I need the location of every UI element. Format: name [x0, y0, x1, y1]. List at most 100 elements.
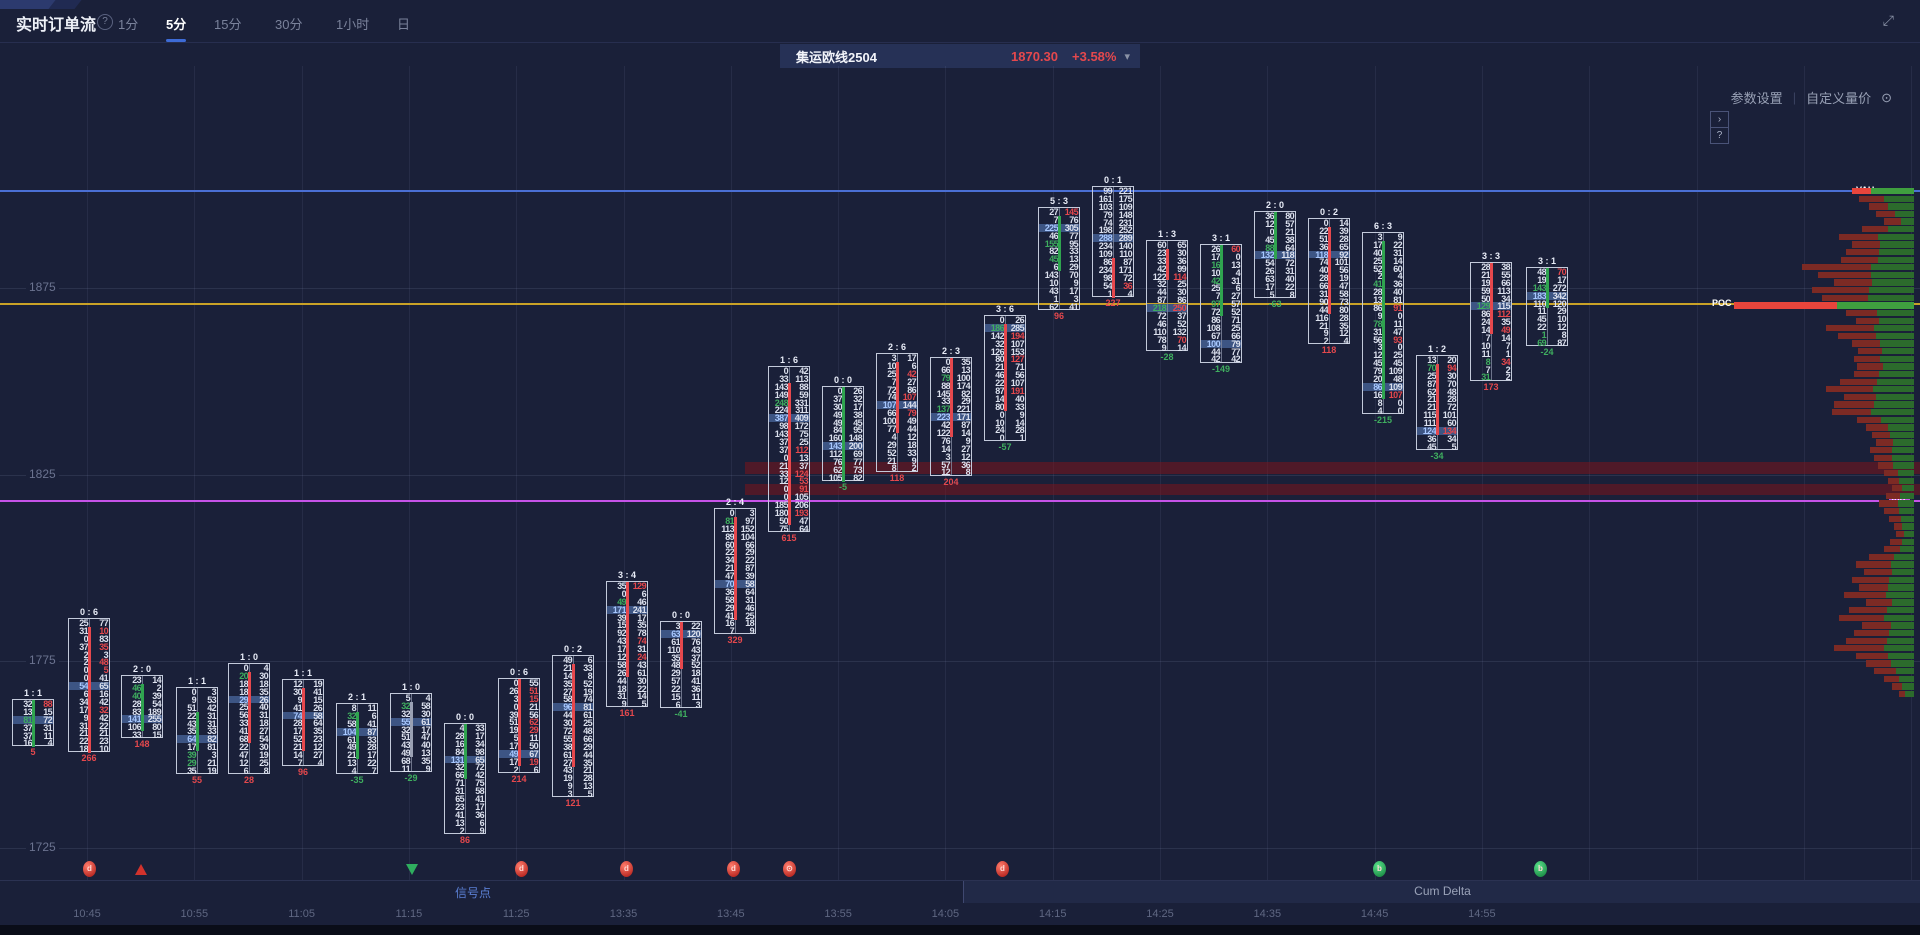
tab-day[interactable]: 日	[397, 17, 411, 32]
footprint-row: 32 17	[391, 725, 431, 734]
ask-volume: 82	[207, 734, 216, 745]
footprint-column[interactable]: 0 : 1 99 221 161 175 103 109 79 148 74 231 198 252 28…	[1092, 175, 1134, 308]
custom-volume-price-button[interactable]: 自定义量价	[1806, 91, 1872, 106]
footprint-row: 24 28	[985, 426, 1025, 435]
footprint-row: 75 64	[769, 524, 809, 533]
footprint-column[interactable]: 3 : 1 26 60 17 0 16 13 10 4 42 31 25 6 7 27 97 57 72 52 86 7…	[1200, 233, 1242, 374]
ask-volume: 87	[1123, 257, 1132, 268]
target-icon[interactable]: ⊙	[1881, 89, 1892, 105]
footprint-column[interactable]: 2 : 6 3 17 10 6 25 42 7 27 72 86 74 107 107 144 66 79 100…	[876, 342, 918, 483]
footprint-row: 4 12	[877, 431, 917, 442]
bid-volume: 78	[1373, 318, 1382, 329]
bid-volume: 52	[293, 734, 302, 745]
settings-button[interactable]: 参数设置	[1730, 91, 1783, 106]
ask-volume: 30	[421, 708, 430, 719]
ask-volume: 11	[43, 730, 53, 741]
signal-sell-icon[interactable]: d	[515, 861, 528, 877]
ask-volume: 40	[421, 740, 430, 751]
footprint-row: 198 252	[1093, 226, 1133, 235]
signal-sell-icon[interactable]: d	[83, 861, 96, 877]
candle-body	[301, 687, 305, 752]
footprint-row: 83 189	[122, 707, 162, 716]
ask-volume: 19	[583, 686, 592, 697]
footprint-column[interactable]: 1 : 1 32 88 13 15 81 72 37 31 37 11 16 4 5	[12, 688, 54, 757]
collapse-icon[interactable]: ⤢	[1882, 12, 1894, 28]
footprint-column[interactable]: 2 : 4 0 3 81 97 113 152 89 104 60 66 22 29 34 22 21 87 47…	[714, 497, 756, 645]
footprint-column[interactable]: 6 : 3 3 9 17 22 40 31 25 14 52 60 2 4 41 36 28 40 13 81 86 9…	[1362, 221, 1404, 425]
footprint-column[interactable]: 1 : 0 5 4 32 58 32 30 55 61 32 17 51 47 43 40 49 13 68 35 1…	[390, 682, 432, 783]
ask-volume: 88	[799, 381, 808, 392]
footprint-column[interactable]: 2 : 1 8 11 32 6 58 41 104 87 61 33 49 28 21 17 13 22 4 7 -3…	[336, 692, 378, 785]
ask-volume: 95	[853, 425, 862, 436]
signal-sell-icon[interactable]: ⊙	[783, 861, 796, 877]
bid-volume: 17	[509, 741, 518, 752]
footprint-column[interactable]: 3 : 3 28 38 21 55 19 66 59 113 50 34 129 115 86 112 24 3…	[1470, 251, 1512, 392]
bid-volume: 41	[239, 726, 248, 737]
footprint-column[interactable]: 1 : 1 12 19 30 41 9 15 41 26 74 58 28 64 17 35 52 23 21 12…	[282, 668, 324, 777]
signal-buy-icon[interactable]: b	[1373, 861, 1386, 877]
footprint-column[interactable]: 2 : 0 36 80 12 57 0 21 45 38 88 64 132 118 54 72 26 31 63…	[1254, 200, 1296, 309]
footprint-column[interactable]: 3 : 4 35 129 0 6 49 46 171 241 39 17 15 35 92 78 43 74 17…	[606, 570, 648, 718]
bid-volume: 5	[1269, 289, 1275, 300]
footprint-row: 74 231	[1093, 218, 1133, 227]
footprint-column[interactable]: 0 : 6 25 77 31 10 0 83 37 35 2 3 2 48 0 5 0 41 54 65 6 16 34 4…	[68, 607, 110, 763]
tab-5min[interactable]: 5分	[166, 14, 187, 42]
footprint-column[interactable]: 0 : 2 49 6 21 33 14 8 35 52 27 19 58 74 96 81 44 61 30 25 7…	[552, 644, 594, 808]
cum-delta-panel[interactable]: Cum Delta	[963, 881, 1920, 903]
footprint-row: 28 64	[283, 719, 323, 728]
footprint-row: 49 38	[823, 410, 863, 419]
bid-volume: 90	[1319, 296, 1328, 307]
footprint-column[interactable]: 2 : 3 0 35 66 13 79 100 88 174 145 82 33 29 137 221 223…	[930, 346, 972, 487]
help-icon[interactable]: ?	[97, 14, 113, 30]
bid-volume: 3	[945, 451, 951, 462]
footprint-column[interactable]: 0 : 0 0 26 37 32 30 17 49 38 49 45 84 95 160 148 143 200…	[822, 375, 864, 492]
symbol-bar[interactable]: 集运欧线2504 1870.30 +3.58% ▾	[780, 44, 1140, 68]
footprint-row: 12 53	[769, 477, 809, 486]
footprint-column[interactable]: 3 : 6 0 26 186 285 142 194 32 107 126 153 80 127 21 71…	[984, 304, 1026, 452]
ask-volume: 56	[1015, 370, 1024, 381]
footprint-column[interactable]: 1 : 1 0 3 9 53 51 42 22 31 43 31 35 33 64 82 17 81 39 3 29 2…	[176, 676, 218, 785]
signal-triangle-up-icon[interactable]	[135, 864, 147, 875]
footprint-column[interactable]: 0 : 0 4 33 28 17 16 34 84 98 131 65 32 72 66 42 71 75 31 5…	[444, 712, 486, 845]
footprint-column[interactable]: 2 : 0 23 14 46 2 40 39 28 54 83 189 141 255 106 80 33 15…	[121, 664, 163, 749]
chevron-down-icon[interactable]: ▾	[1124, 50, 1130, 63]
bid-volume: 44	[563, 710, 572, 721]
profile-bar-sell	[1889, 515, 1901, 522]
ask-volume: 11	[691, 692, 701, 703]
footprint-column[interactable]: 1 : 2 13 20 70 94 25 30 87 70 62 48 21 28 21 72 115 101 1…	[1416, 344, 1458, 461]
column-box: 60 65 23 30 33 36 42 99 122 114 32 25 44 30 87 86 218 250…	[1146, 240, 1188, 352]
ask-volume: 18	[259, 718, 268, 729]
signal-buy-icon[interactable]: b	[1534, 861, 1547, 877]
footprint-row: 16 13	[1201, 260, 1241, 269]
tab-1hour[interactable]: 1小时	[336, 17, 370, 32]
profile-bar-buy	[1890, 431, 1914, 439]
ask-volume: 49	[907, 416, 916, 427]
tab-1min[interactable]: 1分	[118, 17, 139, 32]
footprint-row: 0 21	[499, 702, 539, 711]
tab-15min[interactable]: 15分	[214, 17, 242, 32]
ask-volume: 0	[1397, 397, 1403, 408]
footprint-column[interactable]: 0 : 6 0 55 26 51 3 15 0 21 39 56 51 62 19 29 5 11 17 50 49 6…	[498, 667, 540, 784]
footprint-column[interactable]: 0 : 2 0 14 22 39 51 28 36 65 118 92 74 101 40 56 28 19 66…	[1308, 207, 1350, 355]
footprint-column[interactable]: 3 : 1 48 70 19 17 143 272 183 342 110 120 11 29 45 10 2…	[1526, 256, 1568, 357]
signal-sell-icon[interactable]: d	[727, 861, 740, 877]
footprint-column[interactable]: 1 : 0 0 4 20 30 18 18 18 35 29 26 25 40 56 31 33 18 41 27 6…	[228, 652, 270, 785]
profile-bar-sell	[1874, 668, 1896, 675]
footprint-column[interactable]: 1 : 3 60 65 23 30 33 36 42 99 122 114 32 25 44 30 87 86 2…	[1146, 229, 1188, 362]
footprint-row: 17 19	[499, 757, 539, 766]
footprint-column[interactable]: 0 : 0 3 22 63 120 61 76 110 43 35 37 48 52 29 18 57 41 22…	[660, 610, 702, 719]
footprint-column[interactable]: 5 : 3 27 145 7 76 225 305 46 77 155 95 82 33 45 13 6 29 1…	[1038, 196, 1080, 321]
signal-sell-icon[interactable]: d	[620, 861, 633, 877]
signal-triangle-down-icon[interactable]	[406, 864, 418, 875]
ask-volume: 272	[1552, 282, 1567, 293]
signal-sell-icon[interactable]: d	[996, 861, 1009, 877]
profile-bar-sell	[1866, 660, 1891, 667]
tab-30min[interactable]: 30分	[275, 17, 303, 32]
ask-volume: 12	[907, 431, 916, 442]
ask-volume: 221	[956, 404, 971, 415]
panel-help-button[interactable]: ?	[1710, 127, 1729, 144]
footprint-row: 22 107	[985, 379, 1025, 388]
footprint-column[interactable]: 1 : 6 0 42 33 113 143 88 149 59 248 331 224 311 387 40…	[768, 355, 810, 543]
